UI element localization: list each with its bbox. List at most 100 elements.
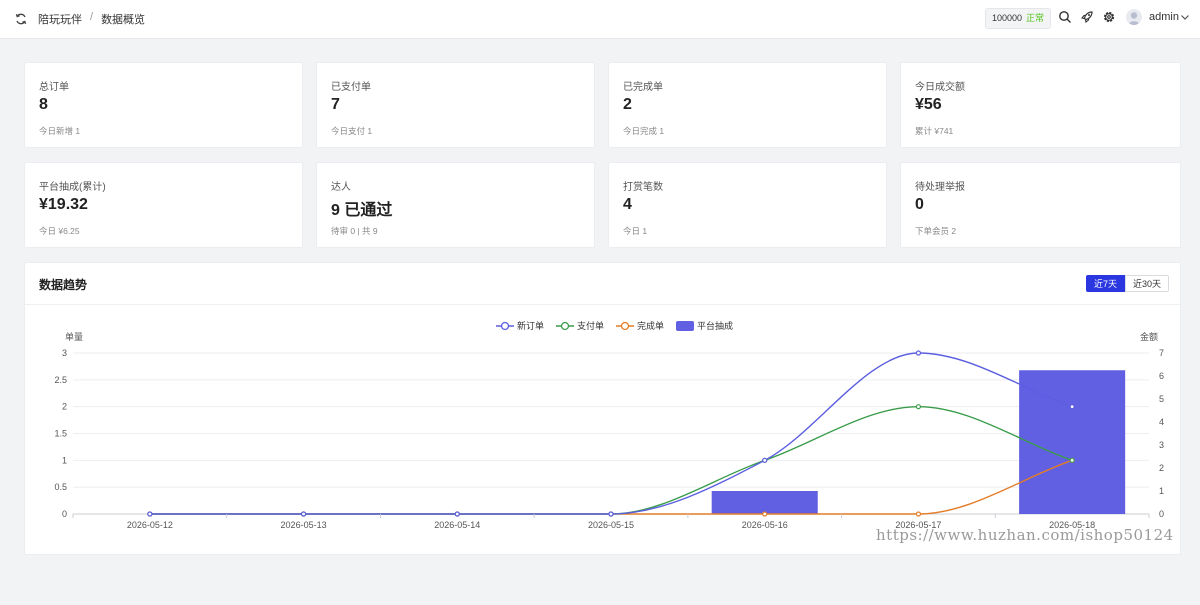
avatar[interactable] (1126, 9, 1142, 25)
point-new-orders (300, 511, 307, 517)
stat-label: 今日成交额 (915, 82, 965, 93)
stat-sub: 下单会员 2 (915, 226, 957, 236)
chart-grid (73, 352, 1149, 515)
breadcrumb-separator: / (90, 11, 94, 23)
bar-commission (711, 491, 818, 514)
legend-symbol-commission (676, 321, 694, 331)
x-tick-label: 2026-05-15 (588, 520, 634, 530)
y-left-tick-label: 2.5 (54, 375, 67, 385)
stat-value: 9 已通过 (331, 202, 393, 219)
username[interactable]: admin (1149, 11, 1179, 23)
x-tick-label: 2026-05-16 (742, 520, 788, 530)
top-bar: 陪玩玩伴 / 数据概览 100000 正常 admin (0, 0, 1200, 39)
legend-label-new-orders: 新订单 (517, 320, 544, 331)
point-new-orders (147, 511, 153, 517)
y-left-tick-label: 1 (62, 455, 67, 465)
stat-card-pending-reports: 待处理举报 0 下单会员 2 (900, 162, 1181, 248)
y-axis-left-label: 单量 (65, 331, 83, 342)
trend-chart: 新订单 支付单 完成单 平台抽成 单量 金额 0 0.5 1 1.5 2 2.5 3 0 1 2 3 4 5 6… (54, 320, 1164, 530)
gear-icon[interactable] (1102, 10, 1116, 24)
rocket-icon[interactable] (1080, 10, 1094, 24)
stat-value: ¥56 (915, 96, 942, 113)
breadcrumb-item-home[interactable]: 陪玩玩伴 (38, 14, 82, 26)
x-tick-label: 2026-05-18 (1049, 520, 1095, 530)
stat-label: 待处理举报 (915, 182, 965, 193)
stat-card-tips: 打赏笔数 4 今日 1 (608, 162, 887, 248)
y-left-tick-label: 0 (62, 509, 67, 519)
stat-card-experts: 达人 9 已通过 待审 0 | 共 9 (316, 162, 595, 248)
chart-axes: 0 0.5 1 1.5 2 2.5 3 0 1 2 3 4 5 6 7 2026-05-12 2026-05-1… (54, 348, 1164, 530)
point-new-orders (608, 511, 614, 517)
point-new-orders (915, 350, 922, 356)
x-tick-label: 2026-05-12 (127, 520, 173, 530)
stat-sub: 今日 1 (623, 226, 648, 236)
chart-legend: 新订单 支付单 完成单 平台抽成 (496, 320, 733, 331)
legend-label-completed-orders: 完成单 (637, 320, 664, 331)
y-left-tick-label: 3 (62, 348, 67, 358)
stat-value: 4 (623, 196, 632, 213)
x-tick-label: 2026-05-13 (281, 520, 327, 530)
stat-value: 8 (39, 96, 48, 113)
y-right-tick-label: 2 (1159, 463, 1164, 473)
stat-label: 总订单 (39, 82, 69, 93)
stat-sub: 待审 0 | 共 9 (331, 226, 378, 236)
x-tick-label: 2026-05-14 (434, 520, 480, 530)
y-right-tick-label: 7 (1159, 348, 1164, 358)
legend-marker-completed-orders (620, 321, 630, 331)
refresh-icon[interactable] (14, 12, 28, 26)
stat-card-today-revenue: 今日成交额 ¥56 累计 ¥741 (900, 62, 1181, 148)
stat-sub: 今日支付 1 (331, 126, 373, 136)
line-series (147, 350, 1075, 517)
y-right-tick-label: 6 (1159, 371, 1164, 381)
balance-badge: 100000 正常 (985, 8, 1052, 29)
legend-marker-new-orders (500, 321, 510, 331)
legend-label-paid-orders: 支付单 (577, 320, 604, 331)
y-right-tick-label: 3 (1159, 440, 1164, 450)
point-paid-orders (915, 404, 922, 410)
point-new-orders (762, 457, 768, 463)
trend-panel: 数据趋势 近7天 近30天 新订单 支付单 完成单 平台抽成 单量 金额 0 0.5 1 1… (24, 262, 1181, 555)
balance-status: 正常 (1026, 13, 1045, 23)
y-right-tick-label: 1 (1159, 486, 1164, 496)
stat-sub: 今日新增 1 (39, 126, 81, 136)
legend-marker-paid-orders (560, 321, 570, 331)
stat-label: 达人 (331, 182, 351, 193)
legend-label-commission: 平台抽成 (697, 320, 733, 331)
point-new-orders (1069, 404, 1075, 410)
stat-label: 平台抽成(累计) (39, 182, 106, 193)
stat-card-platform-commission: 平台抽成(累计) ¥19.32 今日 ¥6.25 (24, 162, 303, 248)
stat-value: ¥19.32 (39, 196, 88, 213)
stat-value: 0 (915, 196, 924, 213)
stat-card-paid-orders: 已支付单 7 今日支付 1 (316, 62, 595, 148)
balance-value: 100000 (992, 13, 1023, 23)
stat-card-completed-orders: 已完成单 2 今日完成 1 (608, 62, 887, 148)
bar-series (711, 370, 1126, 514)
stat-sub: 今日 ¥6.25 (39, 226, 80, 236)
range-7-days-button[interactable]: 近7天 (1086, 275, 1126, 292)
stat-label: 打赏笔数 (623, 182, 663, 193)
y-axis-right-label: 金额 (1140, 331, 1158, 342)
stat-label: 已支付单 (331, 82, 371, 93)
panel-divider (25, 304, 1180, 305)
user-avatar-icon (1128, 12, 1140, 25)
bar-commission (1019, 370, 1126, 514)
y-right-tick-label: 4 (1159, 417, 1164, 427)
point-completed-orders (762, 511, 768, 517)
stat-label: 已完成单 (623, 82, 663, 93)
y-left-tick-label: 1.5 (54, 429, 67, 439)
range-30-days-button[interactable]: 近30天 (1125, 275, 1170, 292)
stat-value: 2 (623, 96, 632, 113)
search-icon[interactable] (1058, 10, 1072, 24)
y-left-tick-label: 2 (62, 402, 67, 412)
stat-card-total-orders: 总订单 8 今日新增 1 (24, 62, 303, 148)
stat-value: 7 (331, 96, 340, 113)
x-tick-label: 2026-05-17 (895, 520, 941, 530)
chevron-down-icon[interactable] (1180, 12, 1190, 22)
y-right-tick-label: 0 (1159, 509, 1164, 519)
stat-sub: 今日完成 1 (623, 126, 665, 136)
panel-title: 数据趋势 (39, 278, 88, 292)
watermark-text: https://www.huzhan.com/ishop50124 (876, 526, 1174, 544)
point-completed-orders (915, 511, 922, 517)
y-right-tick-label: 5 (1159, 394, 1164, 404)
point-paid-orders (1069, 457, 1075, 463)
